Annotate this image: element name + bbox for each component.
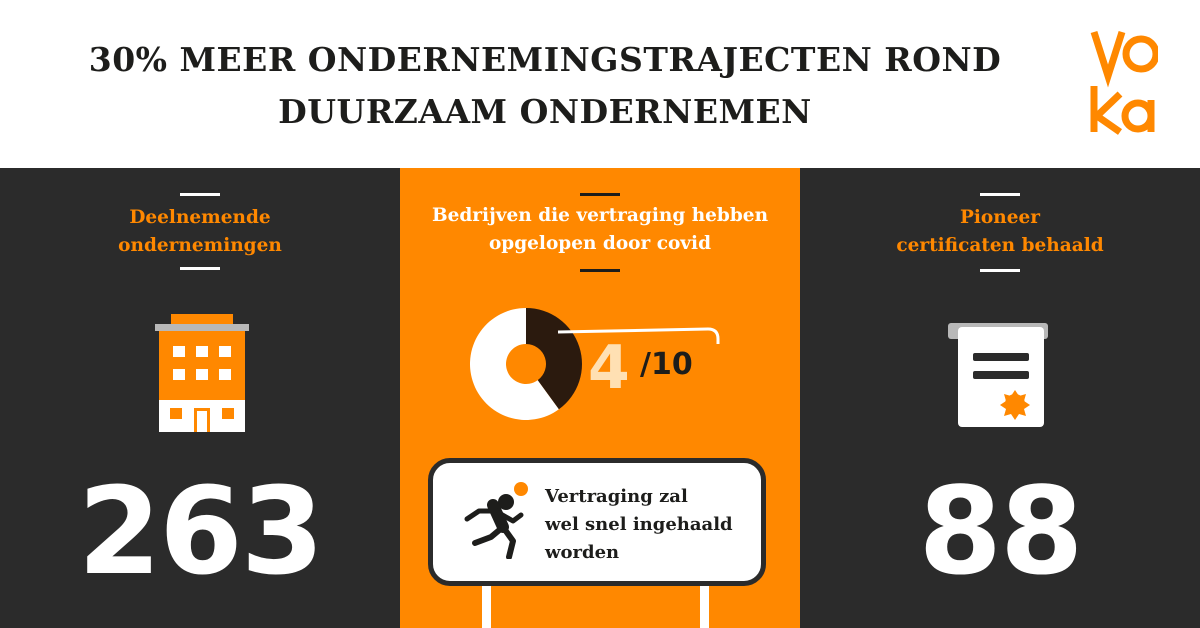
road-sign: Vertraging zal wel snel ingehaald worden [428,458,766,586]
sign-line-3: worden [545,542,620,563]
panel-title-line-1: Bedrijven die vertraging hebben [431,205,769,226]
office-building-icon [155,314,249,432]
divider-top [980,193,1020,196]
panel-title: Bedrijven die vertraging hebben opgelope… [410,202,790,258]
divider-bottom [180,267,220,270]
donut-remainder [470,308,559,420]
headline-line-1: 30% MEER ONDERNEMINGSTRAJECTEN ROND [88,40,1002,79]
header: 30% MEER ONDERNEMINGSTRAJECTEN ROND DUUR… [0,0,1200,168]
donut-chart [470,308,720,420]
panel-title: Pioneer certificaten behaald [810,204,1190,260]
panel-title-line-2: certificaten behaald [896,235,1104,256]
panel-pioneer-certificates: Pioneer certificaten behaald 88 [800,168,1200,628]
participating-count: 263 [77,463,325,602]
running-person-icon [464,482,528,559]
connector-line [557,327,720,344]
certificate-icon [948,323,1048,427]
sign-line-1: Vertraging zal [545,486,688,507]
sign-post-right [700,586,709,628]
fraction-denominator: /10 [640,347,693,382]
certificates-count: 88 [918,463,1084,602]
divider-bottom [580,269,620,272]
divider-bottom [980,269,1020,272]
sign-line-2: wel snel ingehaald [545,514,733,535]
donut-segment-delayed [526,308,582,410]
divider-top [580,193,620,196]
panel-participating-companies: Deelnemende ondernemingen 263 [0,168,400,628]
panel-covid-delay: Bedrijven die vertraging hebben opgelope… [400,168,800,628]
panel-title-line-2: ondernemingen [118,235,282,256]
panel-title: Deelnemende ondernemingen [10,204,390,260]
sign-post-left [482,586,491,628]
voka-logo [1090,30,1158,135]
divider-top [180,193,220,196]
panel-title-line-1: Pioneer [959,207,1041,228]
headline-line-2: DUURZAAM ONDERNEMEN [278,92,812,131]
panel-title-line-2: opgelopen door covid [488,233,712,254]
panel-title-line-1: Deelnemende [129,207,271,228]
page-title: 30% MEER ONDERNEMINGSTRAJECTEN ROND DUUR… [40,34,1050,138]
sign-text: Vertraging zal wel snel ingehaald worden [545,483,760,567]
fraction-numerator: 4 [588,333,630,403]
